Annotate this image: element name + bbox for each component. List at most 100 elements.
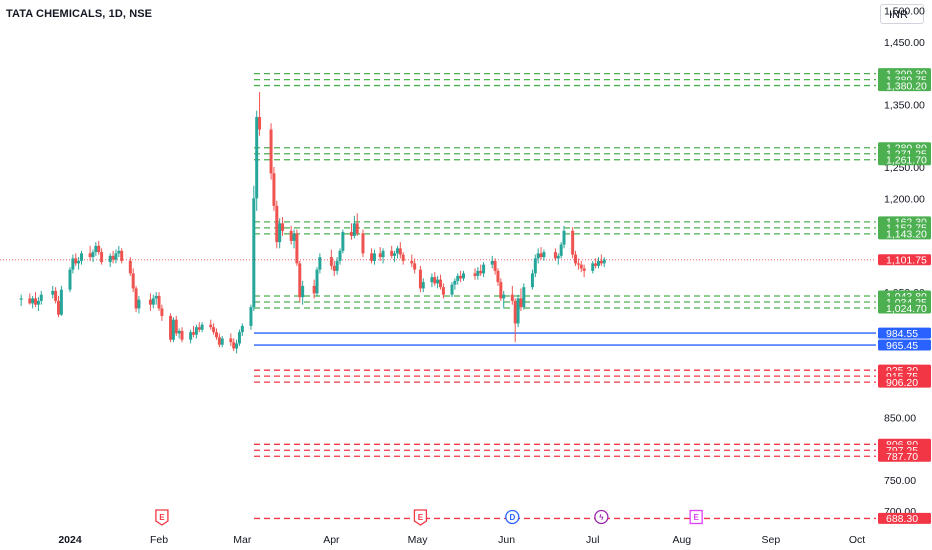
candle-body (74, 258, 78, 264)
candle-body (482, 264, 486, 274)
candle-body (582, 268, 586, 271)
candle-body (255, 116, 259, 199)
candle-body (599, 260, 603, 264)
candle-body (232, 342, 236, 349)
event-letter: ϟ (599, 513, 604, 522)
candle-body (361, 233, 365, 254)
candle-body (298, 263, 302, 298)
candle-body (269, 129, 273, 174)
candle-body (533, 258, 537, 274)
candle-body (341, 232, 345, 251)
candle-body (100, 252, 104, 263)
candle-body (189, 332, 193, 340)
candle-body (111, 255, 115, 260)
level-badge-label: 965.45 (886, 340, 918, 352)
candle-body (338, 250, 342, 261)
candle-body (34, 298, 38, 305)
candle-body (154, 295, 158, 299)
y-tick-label: 1,200.00 (884, 193, 925, 205)
candle-body (120, 250, 124, 261)
chart-title: TATA CHEMICALS, 1D, NSE (6, 8, 153, 20)
candle-body (114, 253, 118, 260)
candle-body (194, 327, 198, 335)
x-tick-label: 2024 (58, 534, 82, 546)
candle-body (398, 248, 402, 255)
candle-body (390, 250, 394, 256)
level-badge-bg (878, 302, 931, 314)
event-marker[interactable]: E (155, 509, 169, 526)
candles (19, 91, 606, 354)
event-badge (413, 509, 428, 526)
candle-body (137, 299, 141, 309)
level-badge-bg (878, 80, 931, 92)
x-axis: 2024 Feb Mar Apr May Jun Jul Aug Sep Oct (58, 534, 865, 546)
candle-body (91, 252, 95, 258)
y-tick-label: 1,350.00 (884, 99, 925, 111)
candle-body (148, 299, 152, 305)
currency-selector[interactable]: INR (880, 4, 924, 24)
event-marker[interactable]: ϟ (594, 509, 609, 525)
candle-body (352, 223, 356, 236)
level-badge-label: 906.20 (886, 377, 918, 389)
candle-body (556, 255, 560, 259)
candle-body (31, 298, 35, 304)
candle-body (493, 260, 497, 271)
candle-body (289, 230, 293, 241)
candle-body (332, 265, 336, 271)
candle-body (278, 223, 282, 243)
candle-body (349, 232, 353, 236)
candle-body (131, 273, 135, 289)
candle-body (235, 343, 239, 349)
candle-body (453, 280, 457, 285)
event-marker[interactable]: E (689, 509, 703, 525)
candle-body (59, 289, 63, 315)
candle-body (381, 250, 385, 258)
candle-body (312, 285, 316, 294)
candle-body (335, 260, 339, 271)
candle-body (39, 294, 43, 301)
x-tick-label: Jul (586, 534, 599, 546)
candle-body (177, 330, 181, 334)
candle-body (579, 264, 583, 269)
current-price-badge-bg (878, 254, 931, 266)
candle-body (439, 279, 443, 288)
y-axis: 1,500.001,450.001,350.001,250.001,200.00… (884, 6, 925, 518)
candle-body (237, 332, 241, 344)
current-price-badge-label: 1,101.75 (886, 255, 927, 267)
candle-body (54, 290, 58, 301)
x-tick-label: Jun (498, 534, 515, 546)
event-marker[interactable]: E (413, 509, 428, 526)
candle-body (574, 254, 578, 264)
candle-body (229, 338, 233, 343)
candle-body (51, 290, 55, 295)
candle-body (329, 257, 333, 266)
candle-body (209, 324, 213, 328)
candle-body (519, 298, 523, 308)
candle-body (539, 253, 543, 258)
x-tick-label: May (408, 534, 429, 546)
candle-body (499, 282, 503, 299)
candle-body (36, 300, 40, 305)
event-marker[interactable]: D (505, 509, 520, 525)
candle-body (171, 319, 175, 340)
candle-body (192, 332, 196, 335)
candle-body (510, 294, 514, 301)
candle-body (315, 269, 319, 294)
candle-body (602, 259, 606, 264)
level-badge-bg (878, 512, 931, 524)
candle-body (436, 279, 440, 284)
level-badge-label: 1,143.20 (886, 229, 927, 241)
candle-body (395, 248, 399, 254)
candle-body (418, 269, 422, 289)
candle-body (157, 295, 161, 309)
level-badge-label: 787.70 (886, 451, 918, 463)
candle-body (180, 330, 184, 340)
level-badge-bg (878, 228, 931, 240)
candle-body (272, 173, 276, 206)
candle-body (513, 300, 517, 324)
candle-body (68, 269, 72, 290)
candle-body (318, 257, 322, 270)
level-badge-label: 688.30 (886, 513, 918, 525)
